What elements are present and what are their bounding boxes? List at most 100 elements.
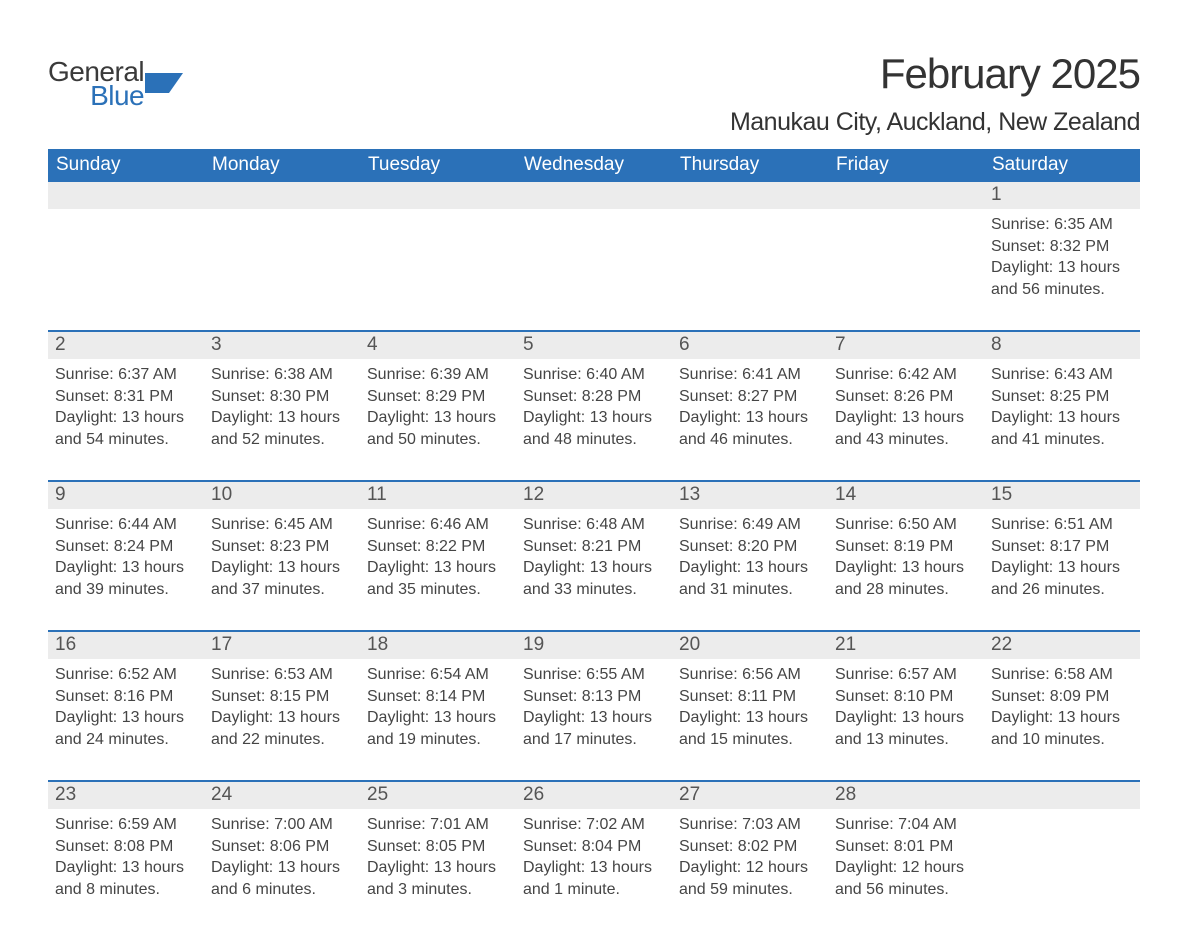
sunrise-line: Sunrise: 7:04 AM (835, 814, 977, 836)
month-title: February 2025 (730, 50, 1140, 98)
sunset-label: Sunset: (367, 688, 426, 705)
sunrise-line: Sunrise: 6:42 AM (835, 364, 977, 386)
sunset-line: Sunset: 8:14 PM (367, 686, 509, 708)
day-cell: 28Sunrise: 7:04 AMSunset: 8:01 PMDayligh… (828, 782, 984, 902)
day-content: Sunrise: 6:37 AMSunset: 8:31 PMDaylight:… (48, 359, 204, 450)
sunset-line: Sunset: 8:32 PM (991, 236, 1133, 258)
day-cell: 13Sunrise: 6:49 AMSunset: 8:20 PMDayligh… (672, 482, 828, 602)
day-content: Sunrise: 6:43 AMSunset: 8:25 PMDaylight:… (984, 359, 1140, 450)
sunset-line: Sunset: 8:25 PM (991, 386, 1133, 408)
sunrise-value: 7:02 AM (586, 816, 645, 833)
sunrise-line: Sunrise: 7:01 AM (367, 814, 509, 836)
daylight-line: Daylight: 13 hours and 33 minutes. (523, 557, 665, 600)
sunset-value: 8:31 PM (114, 388, 174, 405)
daylight-label: Daylight: (991, 559, 1058, 576)
day-number: 6 (672, 332, 828, 359)
day-number: 23 (48, 782, 204, 809)
daylight-line: Daylight: 13 hours and 15 minutes. (679, 707, 821, 750)
sunset-value: 8:29 PM (426, 388, 486, 405)
sunset-label: Sunset: (55, 688, 114, 705)
sunrise-value: 6:39 AM (430, 366, 489, 383)
day-content: Sunrise: 6:46 AMSunset: 8:22 PMDaylight:… (360, 509, 516, 600)
daylight-label: Daylight: (523, 559, 590, 576)
daylight-line: Daylight: 13 hours and 48 minutes. (523, 407, 665, 450)
sunset-line: Sunset: 8:16 PM (55, 686, 197, 708)
sunset-label: Sunset: (55, 538, 114, 555)
week-row: 23Sunrise: 6:59 AMSunset: 8:08 PMDayligh… (48, 780, 1140, 902)
daylight-label: Daylight: (835, 859, 902, 876)
sunset-line: Sunset: 8:20 PM (679, 536, 821, 558)
location-subtitle: Manukau City, Auckland, New Zealand (730, 108, 1140, 137)
day-cell (204, 182, 360, 302)
sunset-label: Sunset: (679, 388, 738, 405)
day-number-empty (204, 182, 360, 209)
day-number: 4 (360, 332, 516, 359)
day-content: Sunrise: 6:58 AMSunset: 8:09 PMDaylight:… (984, 659, 1140, 750)
sunrise-line: Sunrise: 6:39 AM (367, 364, 509, 386)
daylight-label: Daylight: (679, 709, 746, 726)
sunrise-value: 6:50 AM (898, 516, 957, 533)
day-number: 12 (516, 482, 672, 509)
sunrise-line: Sunrise: 6:38 AM (211, 364, 353, 386)
sunrise-label: Sunrise: (835, 816, 898, 833)
sunset-label: Sunset: (523, 838, 582, 855)
weekday-header: Friday (828, 149, 984, 182)
page-header: General Blue February 2025 Manukau City,… (48, 50, 1140, 137)
day-cell (828, 182, 984, 302)
daylight-line: Daylight: 13 hours and 37 minutes. (211, 557, 353, 600)
sunset-value: 8:10 PM (894, 688, 954, 705)
sunset-line: Sunset: 8:02 PM (679, 836, 821, 858)
sunrise-line: Sunrise: 6:44 AM (55, 514, 197, 536)
sunset-value: 8:17 PM (1050, 538, 1110, 555)
sunset-label: Sunset: (55, 388, 114, 405)
day-cell: 25Sunrise: 7:01 AMSunset: 8:05 PMDayligh… (360, 782, 516, 902)
sunset-value: 8:09 PM (1050, 688, 1110, 705)
sunrise-line: Sunrise: 6:41 AM (679, 364, 821, 386)
sunset-label: Sunset: (367, 538, 426, 555)
sunset-value: 8:21 PM (582, 538, 642, 555)
day-content: Sunrise: 6:42 AMSunset: 8:26 PMDaylight:… (828, 359, 984, 450)
day-number: 13 (672, 482, 828, 509)
sunset-label: Sunset: (991, 388, 1050, 405)
logo: General Blue (48, 58, 183, 110)
weekday-header: Tuesday (360, 149, 516, 182)
sunset-line: Sunset: 8:23 PM (211, 536, 353, 558)
day-cell: 7Sunrise: 6:42 AMSunset: 8:26 PMDaylight… (828, 332, 984, 452)
sunset-value: 8:02 PM (738, 838, 798, 855)
sunset-line: Sunset: 8:13 PM (523, 686, 665, 708)
day-content: Sunrise: 6:38 AMSunset: 8:30 PMDaylight:… (204, 359, 360, 450)
sunrise-value: 6:58 AM (1054, 666, 1113, 683)
sunset-label: Sunset: (835, 838, 894, 855)
sunrise-label: Sunrise: (523, 816, 586, 833)
sunset-value: 8:04 PM (582, 838, 642, 855)
day-cell: 20Sunrise: 6:56 AMSunset: 8:11 PMDayligh… (672, 632, 828, 752)
sunrise-line: Sunrise: 7:00 AM (211, 814, 353, 836)
day-number: 26 (516, 782, 672, 809)
day-content: Sunrise: 6:39 AMSunset: 8:29 PMDaylight:… (360, 359, 516, 450)
day-number-empty (516, 182, 672, 209)
day-cell: 18Sunrise: 6:54 AMSunset: 8:14 PMDayligh… (360, 632, 516, 752)
day-content: Sunrise: 7:03 AMSunset: 8:02 PMDaylight:… (672, 809, 828, 900)
sunrise-value: 6:51 AM (1054, 516, 1113, 533)
day-content: Sunrise: 6:49 AMSunset: 8:20 PMDaylight:… (672, 509, 828, 600)
sunrise-label: Sunrise: (991, 216, 1054, 233)
sunrise-value: 6:48 AM (586, 516, 645, 533)
sunrise-value: 6:40 AM (586, 366, 645, 383)
sunrise-line: Sunrise: 6:57 AM (835, 664, 977, 686)
day-content: Sunrise: 7:02 AMSunset: 8:04 PMDaylight:… (516, 809, 672, 900)
daylight-label: Daylight: (367, 709, 434, 726)
sunrise-line: Sunrise: 6:52 AM (55, 664, 197, 686)
sunrise-label: Sunrise: (211, 666, 274, 683)
daylight-label: Daylight: (523, 709, 590, 726)
daylight-label: Daylight: (991, 409, 1058, 426)
title-block: February 2025 Manukau City, Auckland, Ne… (730, 50, 1140, 137)
day-cell (360, 182, 516, 302)
day-content: Sunrise: 6:48 AMSunset: 8:21 PMDaylight:… (516, 509, 672, 600)
sunset-label: Sunset: (991, 538, 1050, 555)
sunrise-value: 6:55 AM (586, 666, 645, 683)
sunrise-label: Sunrise: (991, 666, 1054, 683)
day-number: 10 (204, 482, 360, 509)
sunset-line: Sunset: 8:08 PM (55, 836, 197, 858)
day-cell: 27Sunrise: 7:03 AMSunset: 8:02 PMDayligh… (672, 782, 828, 902)
day-content: Sunrise: 6:35 AMSunset: 8:32 PMDaylight:… (984, 209, 1140, 300)
